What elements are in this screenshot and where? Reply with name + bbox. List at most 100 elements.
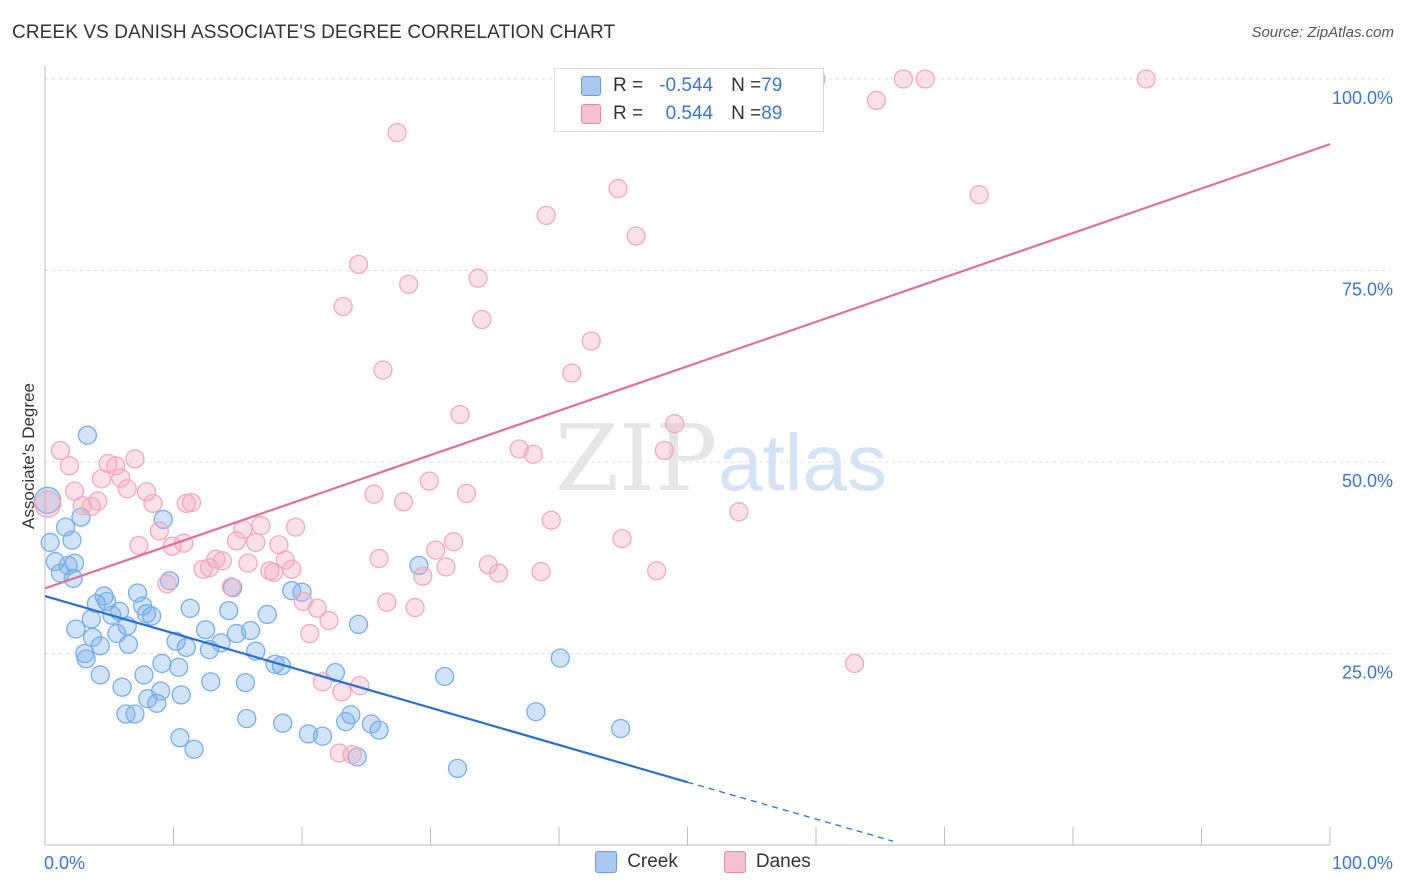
legend-n-value: 79: [761, 75, 783, 96]
point-danes: [369, 548, 389, 569]
trend-line-danes: [44, 143, 1331, 590]
point-creek: [273, 713, 293, 733]
point-danes: [456, 483, 477, 504]
point-danes: [647, 561, 667, 581]
point-danes: [98, 453, 118, 474]
legend-item-danes[interactable]: Danes: [723, 851, 811, 873]
legend-row-creek: R = -0.544 N = 79: [581, 74, 782, 98]
y-tick-label: 75.0%: [1342, 280, 1393, 300]
point-creek: [176, 637, 197, 658]
point-danes: [125, 449, 145, 469]
point-danes: [377, 592, 397, 612]
x-tick-label: 100.0%: [1332, 853, 1393, 873]
point-creek: [171, 685, 191, 705]
point-creek: [159, 571, 180, 591]
point-danes: [332, 682, 352, 702]
point-danes: [665, 414, 685, 434]
point-creek: [369, 720, 389, 740]
point-creek: [153, 509, 173, 530]
watermark-zip: ZIP: [555, 405, 717, 512]
point-danes: [246, 532, 266, 553]
legend-swatch-danes: [723, 851, 746, 873]
point-creek: [170, 728, 190, 748]
point-danes: [581, 331, 601, 351]
point-danes: [111, 468, 131, 488]
axes: [44, 66, 1331, 846]
point-creek: [112, 677, 132, 697]
point-danes: [226, 531, 247, 551]
legend-swatch-creek: [581, 76, 601, 96]
point-danes: [399, 274, 419, 294]
point-danes: [915, 69, 935, 89]
point-danes: [608, 178, 628, 199]
point-creek: [184, 739, 204, 759]
point-danes: [419, 471, 439, 491]
point-creek: [76, 649, 96, 669]
point-danes: [221, 577, 241, 597]
point-danes: [282, 559, 302, 579]
point-creek: [526, 702, 546, 722]
point-danes: [729, 502, 749, 522]
point-danes: [348, 254, 369, 275]
point-danes: [251, 515, 271, 536]
legend-n-label: N =: [731, 75, 762, 96]
point-danes: [844, 653, 865, 674]
trend-line-extension-creek: [687, 781, 894, 842]
tick-labels: 25.0% 50.0% 75.0% 100.0% 0.0% 100.0%: [44, 88, 1393, 873]
watermark: ZIP atlas: [555, 405, 887, 512]
point-danes: [307, 598, 328, 618]
point-creek: [434, 666, 455, 687]
point-danes: [50, 440, 71, 461]
point-danes: [212, 551, 232, 571]
source-label: Source: ZipAtlas.com: [1251, 24, 1394, 41]
point-danes: [129, 535, 149, 556]
point-danes: [342, 744, 362, 765]
point-danes: [33, 490, 62, 518]
point-creek: [312, 726, 333, 746]
point-creek: [195, 620, 216, 640]
point-danes: [364, 484, 384, 504]
legend-row-danes: R = 0.544 N = 89: [581, 102, 782, 126]
point-creek: [125, 704, 145, 724]
legend-swatch-danes: [581, 104, 601, 124]
point-danes: [319, 610, 339, 631]
point-danes: [488, 563, 509, 583]
x-tick-label: 0.0%: [44, 853, 85, 873]
point-danes: [425, 540, 446, 560]
legend-r-label: R =: [613, 75, 644, 96]
point-danes: [333, 296, 353, 317]
point-danes: [157, 574, 177, 594]
point-danes: [59, 456, 80, 476]
point-danes: [893, 69, 914, 89]
point-creek: [180, 598, 200, 618]
legend-n-label: N =: [731, 103, 762, 124]
point-danes: [523, 444, 543, 464]
grid-lines: [45, 78, 1390, 654]
point-creek: [550, 648, 570, 668]
point-creek: [348, 614, 369, 635]
y-axis-label: Associate's Degree: [19, 383, 38, 529]
point-creek: [64, 553, 85, 573]
point-danes: [413, 566, 433, 586]
y-tick-label: 50.0%: [1342, 471, 1393, 491]
trend-lines: [44, 143, 1331, 842]
legend-item-creek[interactable]: Creek: [595, 851, 678, 873]
point-danes: [176, 493, 197, 514]
point-creek: [166, 631, 186, 651]
point-danes: [531, 561, 551, 582]
legend-swatch-creek: [595, 851, 618, 873]
point-danes: [866, 90, 887, 111]
point-creek: [222, 577, 243, 598]
point-danes: [1136, 69, 1156, 89]
y-tick-label: 100.0%: [1332, 88, 1393, 108]
point-danes: [472, 309, 492, 330]
point-creek: [235, 672, 256, 693]
point-creek: [150, 681, 171, 701]
point-danes: [181, 492, 202, 513]
point-creek: [142, 606, 162, 626]
watermark-atlas: atlas: [718, 418, 887, 507]
legend-r-value: 0.544: [665, 103, 714, 124]
point-danes: [206, 549, 226, 569]
point-danes: [193, 559, 213, 579]
